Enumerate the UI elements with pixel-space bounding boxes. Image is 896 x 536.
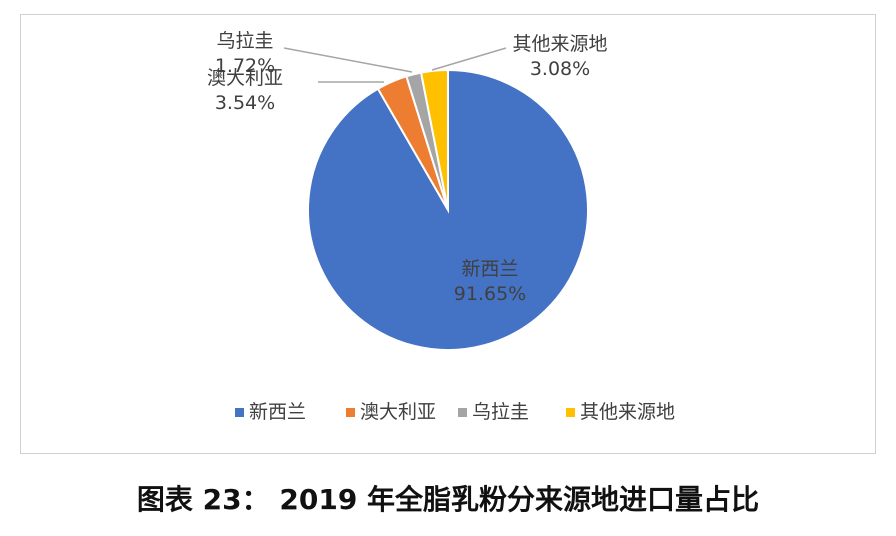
- slice-other: [419, 68, 449, 211]
- pie-chart: 新西兰 91.65% 澳大利亚 3.54%乌拉圭 1.72% 其他来源地 3.08% 新西兰…: [207, 30, 675, 423]
- legend-swatch: [458, 408, 467, 417]
- label-uruguay: 乌拉圭 1.72%: [215, 30, 275, 77]
- label-other: 其他来源地 3.08%: [512, 33, 607, 80]
- leader-line: [431, 47, 507, 71]
- legend-swatch: [346, 408, 355, 417]
- legend-item: 澳大利亚: [346, 401, 436, 423]
- legend-item: 新西兰: [235, 401, 306, 423]
- leader-line: [283, 47, 413, 73]
- label-new-zealand: 新西兰 91.65%: [454, 258, 526, 305]
- legend-swatch: [566, 408, 575, 417]
- legend-label: 新西兰: [249, 401, 306, 423]
- legend-label: 澳大利亚: [360, 401, 436, 423]
- label-australia: 澳大利亚 3.54%: [207, 67, 283, 114]
- legend-item: 其他来源地: [566, 401, 675, 423]
- pie-slices: [307, 68, 589, 351]
- legend-swatch: [235, 408, 244, 417]
- legend-item: 乌拉圭: [458, 401, 529, 423]
- chart-legend: 新西兰 澳大利亚 乌拉圭 其他来源地: [235, 401, 675, 423]
- legend-label: 其他来源地: [580, 401, 675, 423]
- figure-caption: 图表 23： 2019 年全脂乳粉分来源地进口量占比: [136, 483, 760, 516]
- legend-label: 乌拉圭: [472, 401, 529, 423]
- leader-lines: [283, 47, 507, 83]
- slice-labels: 新西兰 91.65% 澳大利亚 3.54%乌拉圭 1.72% 其他来源地 3.08%: [207, 30, 608, 305]
